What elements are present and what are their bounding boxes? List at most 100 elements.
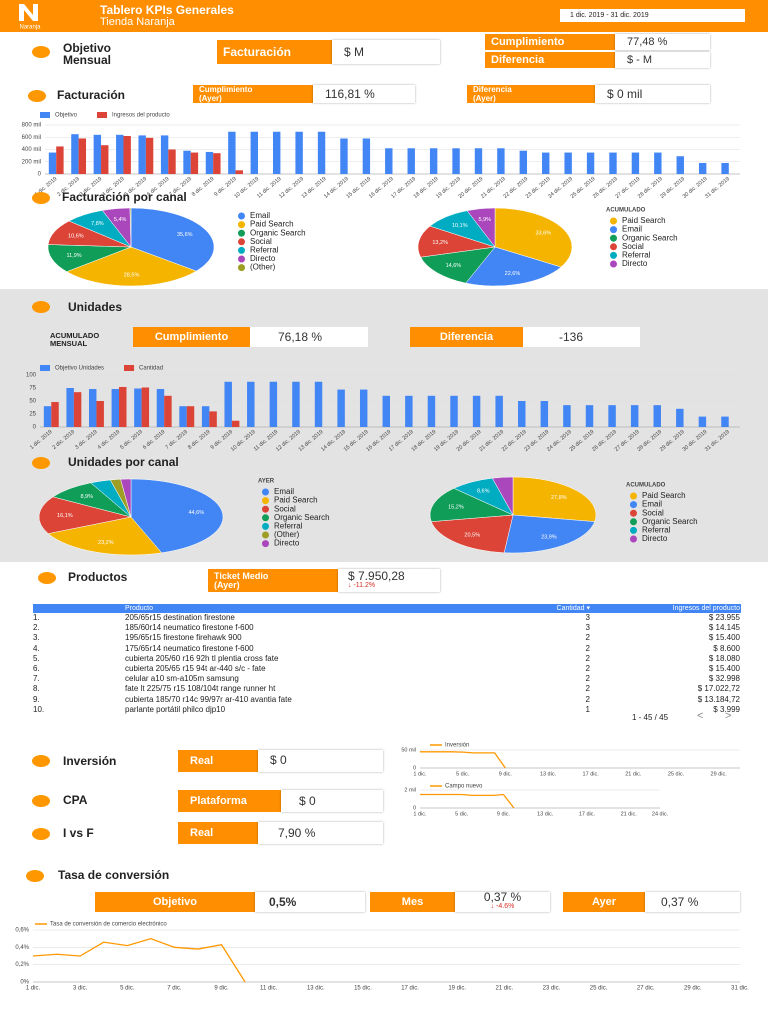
- bar: [235, 170, 243, 174]
- table-cell: 8.: [33, 684, 40, 694]
- legend-swatch: [630, 518, 637, 526]
- bar: [273, 131, 281, 174]
- section-label: CPA: [63, 793, 88, 807]
- kpi-label: Real: [178, 822, 258, 844]
- legend-label: Referral: [622, 251, 651, 260]
- section-label: Facturación: [57, 88, 126, 102]
- bullet: [32, 828, 50, 840]
- pie-slice: [420, 246, 496, 284]
- x-tick-label: 17 dic.: [401, 986, 419, 992]
- y-tick-label: 600 mil: [22, 135, 41, 141]
- bar: [654, 152, 662, 174]
- x-tick-label: 19 dic.: [448, 986, 466, 992]
- table-row: 6. cubierta 205/65 r15 94t ar-440 s/c - f…: [33, 664, 741, 674]
- bar: [495, 395, 503, 427]
- legend-label: Email: [622, 225, 642, 234]
- legend-swatch: [238, 229, 245, 237]
- bar: [472, 395, 481, 427]
- legend-swatch: [610, 226, 617, 234]
- bar: [186, 406, 195, 427]
- y-tick-label: 0: [38, 172, 42, 178]
- bar: [653, 405, 661, 427]
- kpi-value: $ 0: [281, 790, 383, 812]
- legend-label: Inversión: [445, 743, 469, 749]
- kpi-label: Plataforma: [178, 790, 281, 812]
- x-tick-label: 1 dic.: [413, 771, 427, 777]
- table-cell: $ 15.400: [708, 633, 740, 643]
- x-tick-label: 5 dic.: [120, 986, 135, 992]
- legend-label: Paid Search: [622, 216, 666, 225]
- y-tick-label: 0: [413, 805, 416, 811]
- bar: [190, 152, 199, 174]
- table-cell: $ 23.955: [708, 613, 740, 622]
- bar: [585, 405, 594, 427]
- legend-label: Tasa de conversión de comercio electróni…: [50, 922, 167, 928]
- line: [420, 793, 515, 809]
- bar: [228, 131, 236, 174]
- bar: [452, 148, 460, 174]
- bar: [96, 401, 104, 427]
- legend-label: (Other): [250, 263, 276, 272]
- legend-swatch: [124, 365, 135, 371]
- bar: [250, 131, 258, 174]
- legend-swatch: [97, 112, 108, 118]
- section-label: Unidades por canal: [68, 455, 179, 469]
- table-cell: 2: [585, 653, 590, 663]
- y-tick-label: 2 mil: [404, 787, 416, 793]
- pie-slice: [130, 478, 224, 554]
- data-label: 10,1%: [452, 223, 468, 229]
- y-tick-label: 400 mil: [22, 147, 41, 153]
- x-tick-label: 31 dic. 2019: [704, 176, 731, 200]
- bar: [359, 389, 368, 427]
- legend-swatch: [610, 243, 617, 251]
- legend-label: Directo: [250, 254, 276, 263]
- legend-swatch: [262, 514, 269, 522]
- legend-swatch: [630, 501, 637, 509]
- section-label: Tasa de conversión: [58, 868, 170, 882]
- table-cell: 4.: [33, 643, 40, 653]
- kpi-value: 0,37 %: [645, 892, 740, 912]
- bar: [450, 395, 458, 427]
- next-page[interactable]: >: [725, 710, 732, 722]
- bar: [407, 148, 415, 174]
- x-tick-label: 17 dic.: [583, 771, 600, 777]
- table-row: 8. fate lt 225/75 r15 108/104t range runn…: [33, 684, 741, 694]
- date-range[interactable]: 1 dic. 2019 - 31 dic. 2019: [560, 9, 745, 22]
- kpi-value: $ 7.950,28: [348, 568, 405, 583]
- kpi-value: 116,81 %: [313, 85, 415, 103]
- kpi-label: Objetivo: [95, 892, 255, 912]
- legend-swatch: [262, 488, 269, 496]
- legend-label: Paid Search: [274, 496, 318, 505]
- legend-swatch: [238, 246, 245, 254]
- header-cell: Producto: [125, 605, 154, 612]
- bar: [427, 395, 436, 427]
- kpi-label: Ticket Medio (Ayer): [208, 569, 338, 592]
- prev-page[interactable]: <: [697, 710, 704, 722]
- section-label: Facturación por canal: [62, 190, 187, 204]
- legend-swatch: [40, 365, 50, 371]
- y-tick-label: 50: [29, 399, 36, 405]
- pie-slice: [465, 246, 562, 287]
- x-tick-label: 29 dic.: [684, 986, 702, 992]
- legend-swatch: [610, 234, 617, 242]
- bar: [201, 406, 210, 427]
- kpi-label: Mes: [370, 892, 455, 912]
- data-label: 5,4%: [114, 217, 127, 223]
- bar: [405, 395, 413, 427]
- x-tick-label: 21 dic.: [495, 986, 513, 992]
- kpi-box: 0,37 % ↓ -4.6%: [455, 891, 550, 912]
- table-cell: $ 17.022,72: [697, 684, 740, 694]
- bar: [141, 387, 150, 427]
- bar: [116, 134, 124, 174]
- legend-label: Paid Search: [642, 491, 686, 500]
- pie-slice: [417, 225, 496, 258]
- legend-label: Directo: [622, 259, 648, 268]
- x-tick-label: 5 dic.: [456, 771, 470, 777]
- pie-slice: [47, 516, 163, 556]
- legend-label: Organic Search: [274, 513, 330, 522]
- y-tick-label: 200 mil: [22, 159, 41, 165]
- bar: [101, 145, 109, 174]
- x-tick-label: 25 dic.: [590, 986, 608, 992]
- table-cell: $ 13.184,72: [697, 694, 740, 704]
